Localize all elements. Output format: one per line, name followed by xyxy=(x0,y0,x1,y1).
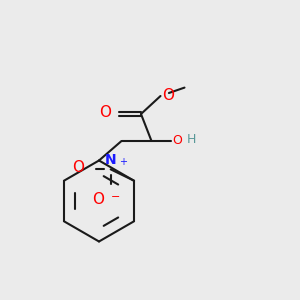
Text: O: O xyxy=(162,88,174,103)
Text: −: − xyxy=(111,192,120,202)
Text: H: H xyxy=(187,133,196,146)
Text: O: O xyxy=(72,160,84,175)
Text: O: O xyxy=(172,134,182,148)
Text: O: O xyxy=(99,105,111,120)
Text: N: N xyxy=(105,153,116,167)
Text: +: + xyxy=(119,157,127,167)
Text: O: O xyxy=(92,192,104,207)
